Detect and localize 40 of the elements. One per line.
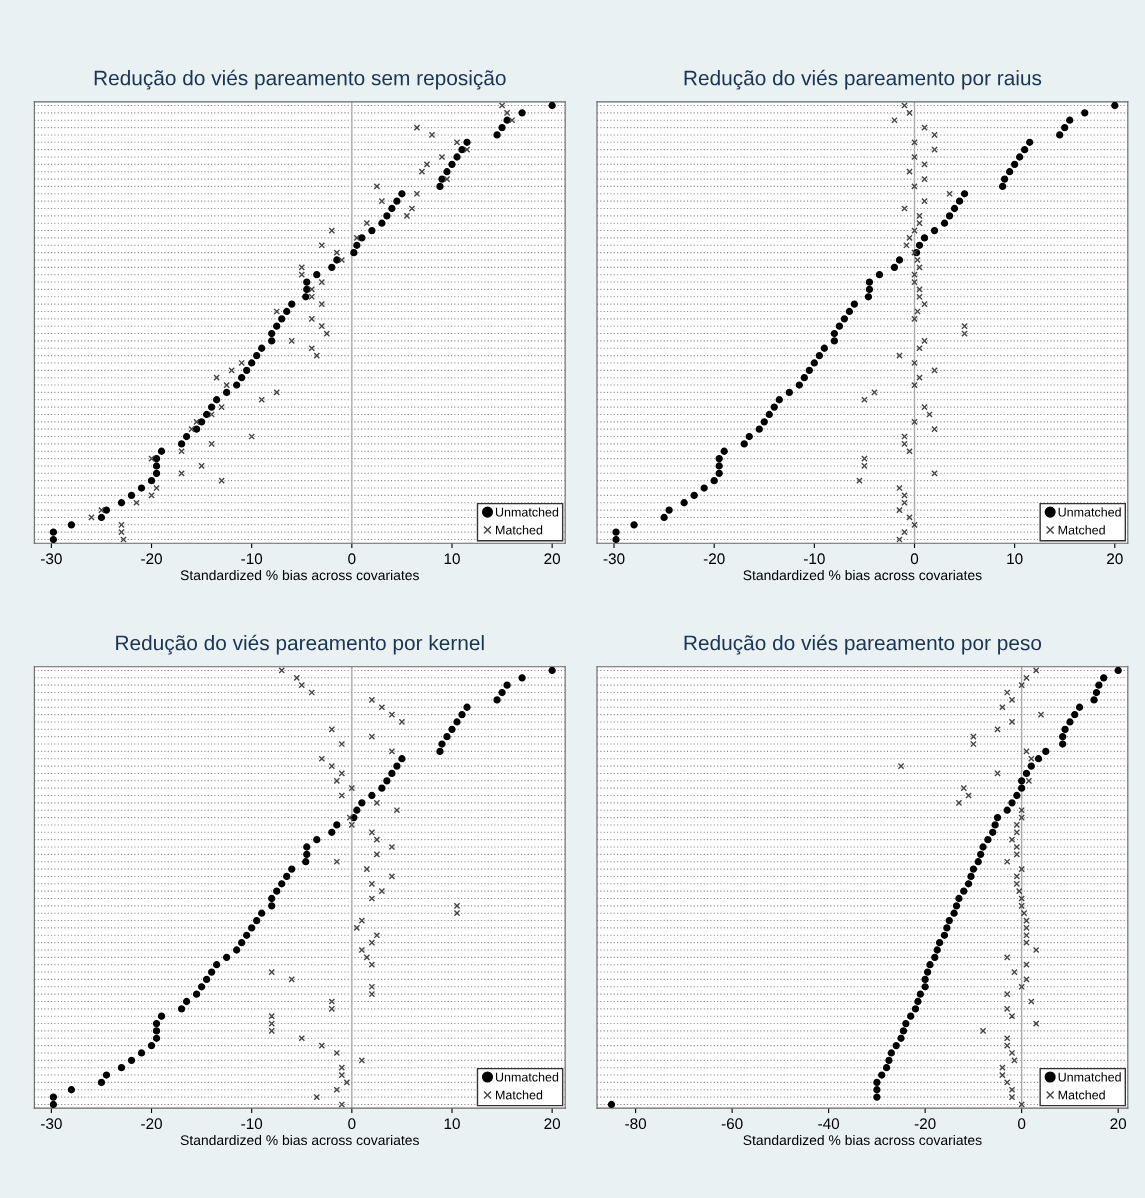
chart-title: Redução do viés pareamento por kernel [116,634,484,655]
x-tick-label: -30 [41,553,62,565]
x-tick-label: 20 [1110,1118,1127,1130]
x-tick-label: -20 [141,1118,162,1130]
legend-label: Unmatched [495,1072,559,1082]
x-tick-label: 10 [1007,553,1023,565]
chart-title: Redução do viés pareamento por peso [684,634,1042,655]
legend-label: Matched [1058,525,1105,535]
x-tick-label: -30 [41,1118,62,1130]
x-tick-label: -40 [818,1118,840,1130]
chart-title: Redução do viés pareamento por raius [684,69,1042,90]
x-tick-label: -10 [241,553,263,565]
x-tick-label: -10 [803,553,825,565]
x-tick-label: 0 [348,553,356,565]
legend-label: Matched [496,525,543,535]
x-tick-label: 20 [544,1118,561,1130]
x-axis-title: Standardized % bias across covariates [743,1134,982,1146]
x-tick-label: 0 [348,1118,356,1130]
x-axis-title: Standardized % bias across covariates [743,569,982,581]
x-tick-label: 0 [1018,1118,1026,1130]
x-tick-label: 20 [1107,553,1123,565]
x-tick-label: 10 [444,1118,460,1130]
x-tick-label: -30 [603,553,625,565]
legend-label: Matched [496,1090,543,1100]
x-tick-label: -60 [721,1118,743,1130]
legend-label: Unmatched [495,507,559,517]
x-tick-label: -20 [141,553,162,565]
x-tick-label: -80 [625,1118,647,1130]
x-axis-title: Standardized % bias across covariates [180,569,419,581]
x-tick-label: -20 [914,1118,936,1130]
x-tick-label: 0 [910,553,919,565]
x-tick-label: -20 [703,553,725,565]
chart-title: Redução do viés pareamento sem reposição [94,69,506,90]
x-tick-label: 10 [444,553,460,565]
x-tick-label: 20 [544,553,561,565]
x-tick-label: -10 [241,1118,263,1130]
x-axis-title: Standardized % bias across covariates [180,1134,419,1146]
legend-label: Unmatched [1058,507,1121,517]
legend-label: Matched [1058,1090,1105,1100]
legend-label: Unmatched [1058,1072,1121,1082]
